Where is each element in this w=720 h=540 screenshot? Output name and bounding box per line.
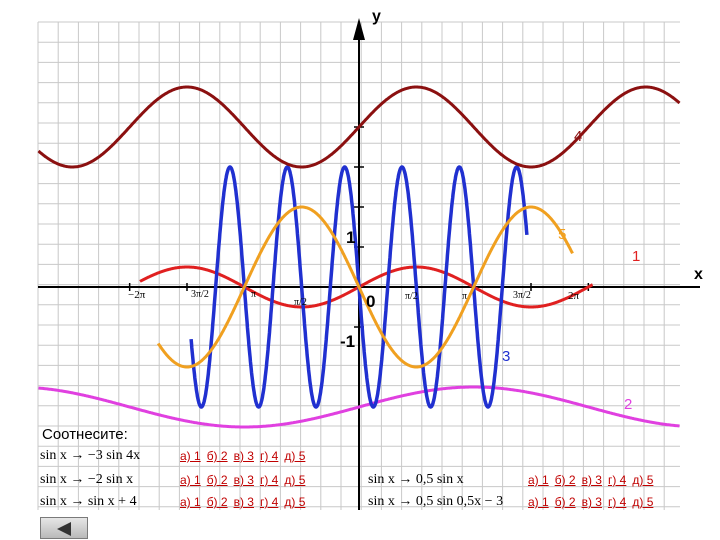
option-e[interactable]: д) 5 [284,473,306,487]
option-b[interactable]: б) 2 [206,473,228,487]
match-row-3: sin x → sin x + 4 а) 1 б) 2 в) 3 г) 4 д)… [40,492,305,512]
options-5: а) 1 б) 2 в) 3 г) 4 д) 5 [528,495,653,509]
y-minus-one-label: -1 [340,332,356,351]
y-axis-label: y [372,8,381,25]
equation-5: sin x → 0,5 sin 0,5x − 3 [368,494,504,509]
equation-4: sin x → 0,5 sin x [368,472,464,487]
tick-label-2pi: 2π [568,290,580,302]
match-row-1: sin x → −3 sin 4x а) 1 б) 2 в) 3 г) 4 д)… [40,446,305,466]
curves [37,85,681,429]
curve-2 [37,385,681,429]
option-c[interactable]: в) 3 [233,449,254,463]
options-1: а) 1 б) 2 в) 3 г) 4 д) 5 [180,449,305,463]
x-axis-label: x [694,266,703,283]
option-e[interactable]: д) 5 [284,495,306,509]
triangle-left-icon [57,522,71,536]
option-e[interactable]: д) 5 [284,449,306,463]
curve-4 [37,85,681,169]
match-row-5: sin x → 0,5 sin 0,5x − 3 а) 1 б) 2 в) 3 … [368,492,653,512]
option-b[interactable]: б) 2 [554,473,576,487]
curve-label-2: 2 [624,396,633,413]
match-row-2: sin x → −2 sin x а) 1 б) 2 в) 3 г) 4 д) … [40,470,305,490]
option-d[interactable]: г) 4 [259,449,279,463]
option-d[interactable]: г) 4 [259,473,279,487]
options-4: а) 1 б) 2 в) 3 г) 4 д) 5 [528,473,653,487]
option-b[interactable]: б) 2 [206,449,228,463]
option-b[interactable]: б) 2 [554,495,576,509]
tick-label-neg-pi: π [251,289,257,300]
tick-label-3pi-2: 3π/2 [513,290,531,301]
tick-label-pi-2: π/2 [405,291,418,302]
equation-2: sin x → −2 sin x [40,472,134,487]
option-d[interactable]: г) 4 [259,495,279,509]
option-c[interactable]: в) 3 [233,495,254,509]
origin-label: 0 [366,292,376,311]
curve-5 [156,205,574,369]
y-axis-arrow [353,18,365,40]
option-a[interactable]: а) 1 [180,495,201,509]
options-2: а) 1 б) 2 в) 3 г) 4 д) 5 [180,473,305,487]
tick-label-neg-pi-2: π/2 [294,297,307,308]
options-3: а) 1 б) 2 в) 3 г) 4 д) 5 [180,495,305,509]
option-e[interactable]: д) 5 [632,473,654,487]
option-a[interactable]: а) 1 [528,473,549,487]
tick-label-neg-2pi: −2π [128,289,146,301]
option-b[interactable]: б) 2 [206,495,228,509]
task-title: Соотнесите: [42,426,128,443]
curve-label-1: 1 [632,248,641,265]
option-c[interactable]: в) 3 [581,495,602,509]
option-a[interactable]: а) 1 [180,473,201,487]
curve-label-4: 4 [574,128,583,145]
option-a[interactable]: а) 1 [180,449,201,463]
option-a[interactable]: а) 1 [528,495,549,509]
tick-label-neg-3pi-2: 3π/2 [191,289,209,300]
option-e[interactable]: д) 5 [632,495,654,509]
option-d[interactable]: г) 4 [607,473,627,487]
option-c[interactable]: в) 3 [233,473,254,487]
y-one-label: 1 [346,228,356,247]
equation-1: sin x → −3 sin 4x [40,448,141,463]
curve-label-5: 5 [558,226,567,243]
option-c[interactable]: в) 3 [581,473,602,487]
match-row-4: sin x → 0,5 sin x а) 1 б) 2 в) 3 г) 4 д)… [368,470,653,490]
option-d[interactable]: г) 4 [607,495,627,509]
equation-3: sin x → sin x + 4 [40,494,137,509]
tick-label-pi: π [462,291,468,302]
back-button[interactable] [40,517,88,539]
curve-label-3: 3 [502,348,511,365]
